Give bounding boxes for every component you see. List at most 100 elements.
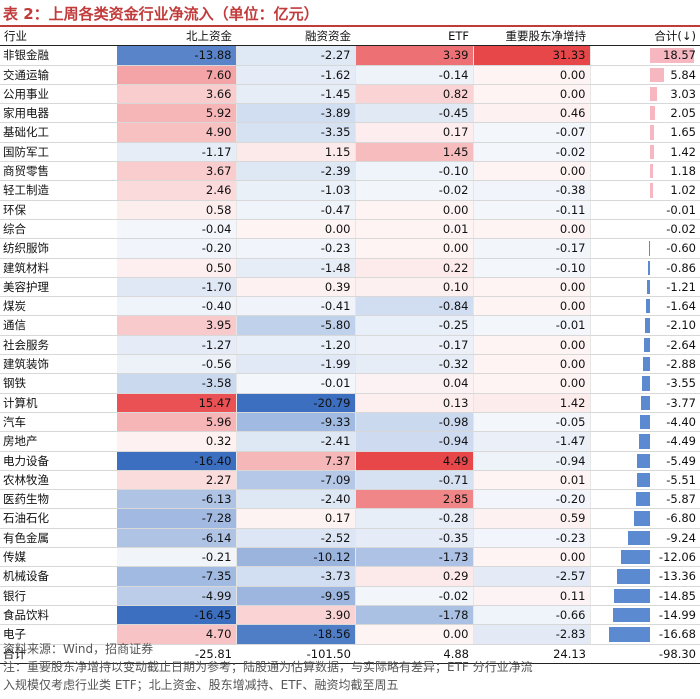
total-value: -1.64	[666, 299, 696, 314]
margin-value: -2.40	[236, 489, 356, 510]
industry-name: 机械设备	[0, 566, 117, 587]
total-cell: -4.40	[590, 412, 700, 433]
table-row: 非银金融 -13.88 -2.27 3.39 31.33 18.57	[0, 45, 700, 66]
etf-value: -0.84	[355, 296, 474, 317]
total-bar	[627, 530, 651, 546]
shareholder-value: 0.00	[473, 335, 591, 356]
total-value: 2.05	[670, 106, 696, 121]
industry-name: 汽车	[0, 412, 117, 433]
industry-name: 美容护理	[0, 277, 117, 298]
total-bar	[650, 144, 654, 160]
northbound-value: -16.40	[117, 451, 237, 471]
total-bar	[648, 260, 651, 275]
margin-value: 1.15	[236, 142, 356, 163]
industry-name: 纺织服饰	[0, 238, 117, 259]
etf-value: 0.82	[355, 84, 474, 105]
margin-value: 7.37	[236, 451, 356, 471]
total-value: -0.01	[666, 202, 696, 217]
total-cell: 3.03	[590, 84, 700, 105]
total-value: -0.02	[666, 221, 696, 236]
industry-name: 轻工制造	[0, 180, 117, 201]
table-row: 国防军工 -1.17 1.15 1.45 -0.02 1.42	[0, 142, 700, 163]
total-cell: 1.18	[590, 161, 700, 182]
total-cell: -1.64	[590, 296, 700, 317]
northbound-value: 3.95	[117, 315, 237, 336]
total-value: -4.49	[666, 434, 696, 449]
shareholder-value: -0.10	[473, 258, 591, 278]
etf-value: -0.14	[355, 65, 474, 85]
margin-value: -0.47	[236, 200, 356, 220]
etf-value: -0.98	[355, 412, 474, 433]
etf-value: 0.10	[355, 277, 474, 298]
total-value: -9.24	[666, 530, 696, 545]
total-cell: -12.06	[590, 547, 700, 568]
total-value: -2.64	[666, 337, 696, 352]
etf-value: 3.39	[355, 45, 474, 66]
margin-value: 0.00	[236, 219, 356, 240]
total-cell: 5.84	[590, 65, 700, 85]
etf-value: -0.17	[355, 335, 474, 356]
northbound-value: -3.58	[117, 373, 237, 394]
header-etf: ETF	[355, 27, 473, 47]
total-cell: -14.99	[590, 605, 700, 626]
header-northbound: 北上资金	[117, 27, 236, 47]
total-cell: -0.60	[590, 238, 700, 259]
margin-value: -0.41	[236, 296, 356, 317]
total-cell: -5.49	[590, 451, 700, 471]
total-cell: -0.01	[590, 200, 700, 220]
industry-name: 家用电器	[0, 103, 117, 124]
header-total: 合计(↓)	[590, 27, 700, 47]
total-value: 5.84	[670, 67, 696, 82]
northbound-value: -13.88	[117, 45, 237, 66]
shareholder-value: -2.83	[473, 624, 591, 645]
shareholder-value: 0.59	[473, 508, 591, 529]
etf-value: -0.32	[355, 354, 474, 375]
table-row: 医药生物 -6.13 -2.40 2.85 -0.20 -5.87	[0, 489, 700, 510]
shareholder-value: 0.46	[473, 103, 591, 124]
northbound-value: -7.28	[117, 508, 237, 529]
northbound-value: 4.90	[117, 122, 237, 143]
shareholder-value: 0.00	[473, 161, 591, 182]
title-rule	[0, 25, 700, 27]
table-row: 轻工制造 2.46 -1.03 -0.02 -0.38 1.02	[0, 180, 700, 201]
margin-value: -5.80	[236, 315, 356, 336]
table-row: 电子 4.70 -18.56 0.00 -2.83 -16.68	[0, 624, 700, 645]
table-row: 交通运输 7.60 -1.62 -0.14 0.00 5.84	[0, 65, 700, 85]
total-value: -14.99	[658, 607, 696, 622]
industry-name: 通信	[0, 315, 117, 336]
total-bar	[650, 48, 694, 63]
total-sum-value: -25.81	[117, 643, 236, 664]
table-row: 综合 -0.04 0.00 0.01 0.00 -0.02	[0, 219, 700, 240]
shareholder-value: -0.05	[473, 412, 591, 433]
northbound-value: 2.27	[117, 470, 237, 491]
etf-value: -0.28	[355, 508, 474, 529]
total-cell: -5.87	[590, 489, 700, 510]
northbound-value: -0.40	[117, 296, 237, 317]
industry-name: 食品饮料	[0, 605, 117, 626]
total-cell: -4.49	[590, 431, 700, 452]
table-row: 有色金属 -6.14 -2.52 -0.35 -0.23 -9.24	[0, 528, 700, 549]
total-bar	[641, 376, 651, 391]
total-value: -0.60	[666, 241, 696, 256]
northbound-value: -0.04	[117, 219, 237, 240]
industry-name: 医药生物	[0, 489, 117, 510]
table-row: 石油石化 -7.28 0.17 -0.28 0.59 -6.80	[0, 508, 700, 529]
total-value: -5.87	[666, 492, 696, 507]
etf-value: 0.29	[355, 566, 474, 587]
industry-name: 公用事业	[0, 84, 117, 105]
northbound-value: 0.32	[117, 431, 237, 452]
total-bar	[620, 550, 651, 565]
table-row: 建筑装饰 -0.56 -1.99 -0.32 0.00 -2.88	[0, 354, 700, 375]
shareholder-value: 0.00	[473, 219, 591, 240]
etf-value: -0.02	[355, 180, 474, 201]
etf-value: -0.10	[355, 161, 474, 182]
total-bar	[635, 492, 651, 507]
etf-value: 2.85	[355, 489, 474, 510]
etf-value: -0.02	[355, 586, 474, 606]
etf-value: -1.78	[355, 605, 474, 626]
margin-value: -0.23	[236, 238, 356, 259]
etf-value: -0.45	[355, 103, 474, 124]
shareholder-value: -0.94	[473, 451, 591, 471]
total-value: -13.36	[658, 569, 696, 584]
total-value: 1.02	[670, 183, 696, 198]
